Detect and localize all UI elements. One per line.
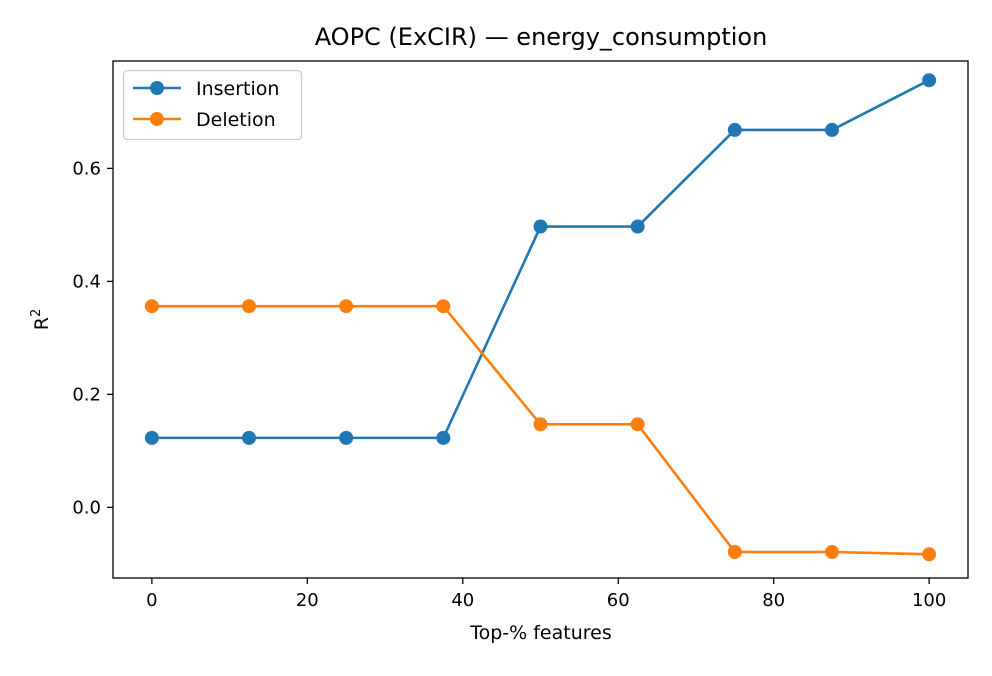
- data-point-insertion: [922, 73, 937, 88]
- x-tick-label: 0: [146, 590, 157, 611]
- y-axis-label: R2: [29, 309, 53, 330]
- data-point-deletion: [144, 299, 159, 314]
- data-point-deletion: [339, 299, 354, 314]
- legend-label-insertion: Insertion: [196, 78, 279, 100]
- legend-label-deletion: Deletion: [196, 109, 276, 131]
- x-axis-label: Top-% features: [469, 622, 612, 644]
- legend-marker-deletion: [150, 112, 164, 126]
- legend: Insertion Deletion: [122, 69, 303, 141]
- y-axis-label-superscript: 2: [29, 309, 44, 317]
- y-tick-label: 0.2: [72, 384, 101, 405]
- data-point-insertion: [242, 430, 257, 445]
- x-tick-label: 80: [762, 590, 785, 611]
- data-point-insertion: [630, 219, 645, 234]
- legend-marker-insertion: [150, 81, 164, 95]
- x-tick-label: 60: [607, 590, 630, 611]
- y-tick-label: 0.4: [72, 271, 101, 292]
- x-axis-ticks: 0 20 40 60 80 100: [146, 578, 946, 611]
- legend-entries: Insertion Deletion: [133, 78, 279, 131]
- data-point-insertion: [533, 219, 548, 234]
- x-tick-label: 100: [912, 590, 946, 611]
- x-tick-label: 40: [451, 590, 474, 611]
- data-point-deletion: [436, 299, 451, 314]
- data-point-insertion: [824, 122, 839, 137]
- series-layer: [144, 73, 937, 562]
- chart-title: AOPC (ExCIR) — energy_consumption: [315, 23, 768, 51]
- data-point-insertion: [436, 430, 451, 445]
- y-axis-label-base: R: [31, 317, 53, 330]
- data-point-insertion: [339, 430, 354, 445]
- data-point-deletion: [824, 545, 839, 560]
- plot-area-frame: [112, 60, 969, 579]
- data-point-deletion: [922, 547, 937, 562]
- data-point-insertion: [144, 430, 159, 445]
- y-tick-label: 0.6: [72, 158, 101, 179]
- data-point-deletion: [242, 299, 257, 314]
- y-axis-ticks: 0.0 0.2 0.4 0.6: [72, 158, 113, 518]
- data-point-insertion: [727, 122, 742, 137]
- y-tick-label: 0.0: [72, 497, 101, 518]
- data-point-deletion: [533, 417, 548, 432]
- x-tick-label: 20: [296, 590, 319, 611]
- data-point-deletion: [727, 545, 742, 560]
- data-point-deletion: [630, 417, 645, 432]
